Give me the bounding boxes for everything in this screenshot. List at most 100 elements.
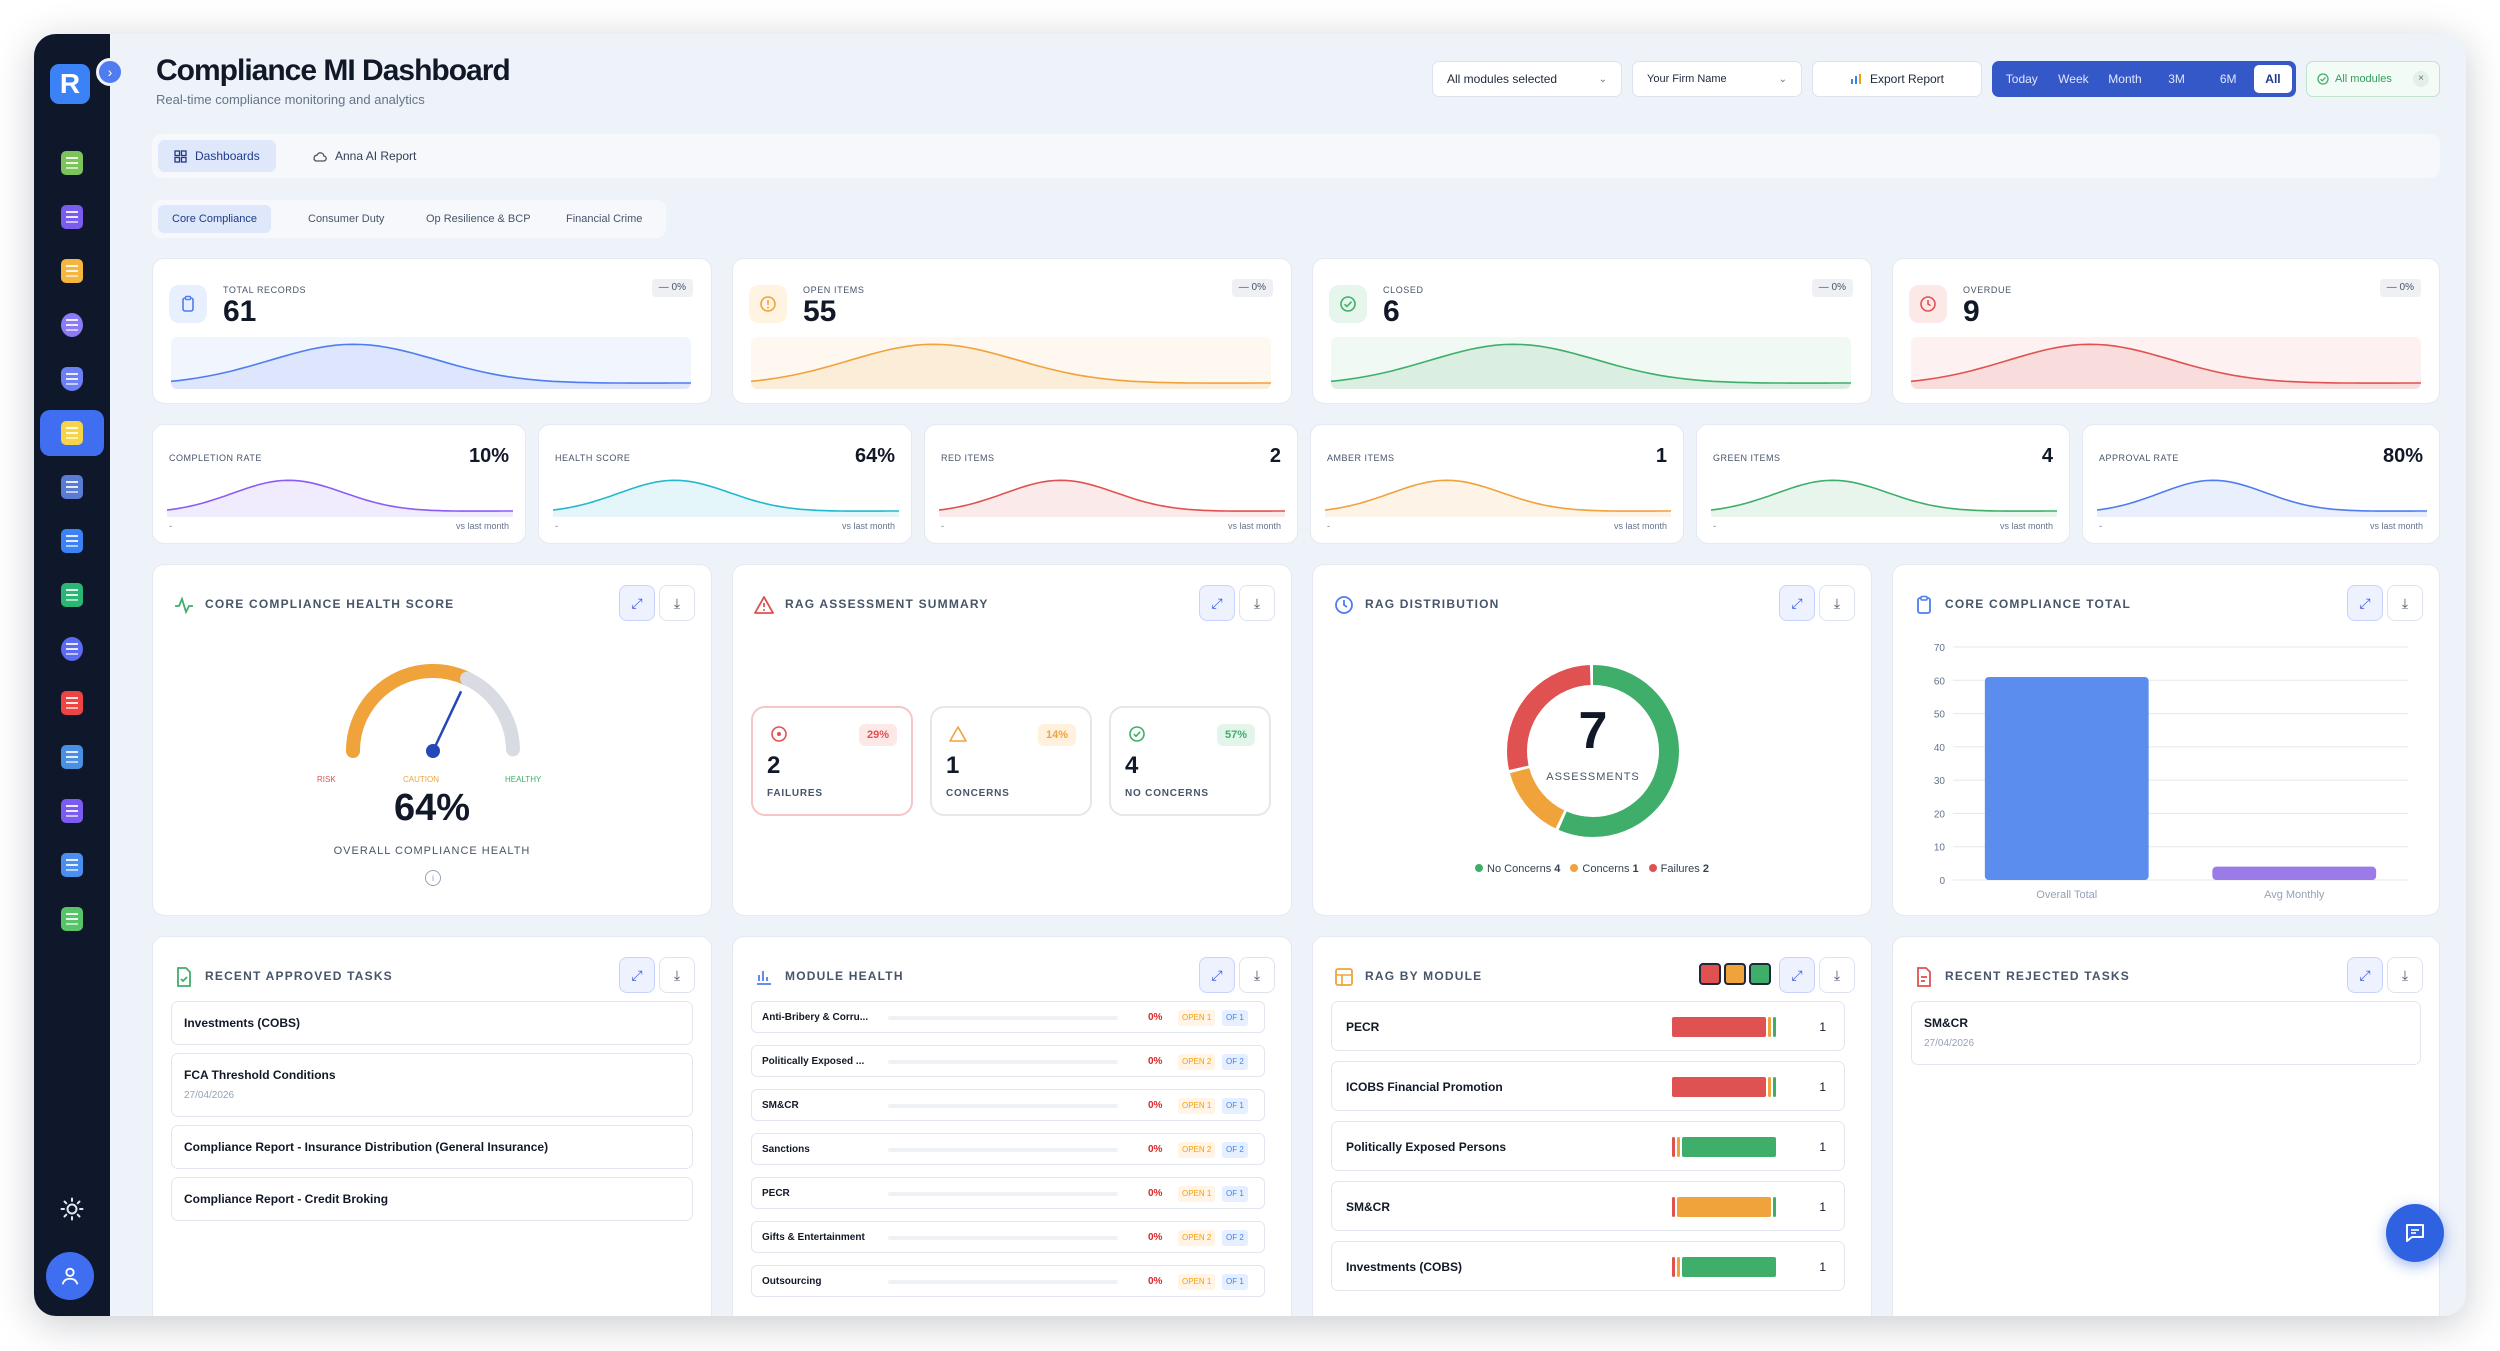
kpi-value: 6 — [1383, 295, 1400, 328]
download-button[interactable]: ⤓ — [1819, 585, 1855, 621]
filter-green-toggle[interactable] — [1749, 963, 1771, 985]
rag-label: NO CONCERNS — [1125, 788, 1209, 799]
module-health-row[interactable]: Sanctions 0% OPEN 2 OF 2 — [751, 1133, 1265, 1165]
kpi-card-total-records: TOTAL RECORDS 61 — 0% — [152, 258, 712, 404]
gauge-label-healthy: HEALTHY — [505, 775, 542, 784]
subtab-financial-crime[interactable]: Financial Crime — [566, 213, 643, 225]
expand-button[interactable]: ⤢ — [1779, 957, 1815, 993]
subtab-core-compliance[interactable]: Core Compliance — [158, 205, 271, 233]
approved-task-item[interactable]: FCA Threshold Conditions 27/04/2026 — [171, 1053, 693, 1117]
nav-list-icon[interactable] — [40, 788, 104, 834]
module-health-row[interactable]: Politically Exposed ... 0% OPEN 2 OF 2 — [751, 1045, 1265, 1077]
nav-lock-icon[interactable] — [40, 734, 104, 780]
bar[interactable] — [1984, 676, 2149, 880]
rag-filter-toggles — [1699, 963, 1771, 985]
nav-shield-icon[interactable] — [40, 356, 104, 402]
sparkline-area — [1331, 344, 1851, 389]
info-icon[interactable]: i — [425, 870, 441, 886]
period-all[interactable]: All — [2253, 65, 2292, 93]
rag-module-row[interactable]: Politically Exposed Persons 1 — [1331, 1121, 1845, 1171]
metric-comparison: vs last month — [841, 521, 895, 531]
health-caption: OVERALL COMPLIANCE HEALTH — [333, 845, 531, 857]
period-today[interactable]: Today — [2005, 72, 2038, 86]
period-month[interactable]: Month — [2108, 72, 2142, 86]
download-button[interactable]: ⤓ — [659, 585, 695, 621]
module-health-row[interactable]: SM&CR 0% OPEN 1 OF 1 — [751, 1089, 1265, 1121]
nav-card-icon[interactable] — [40, 896, 104, 942]
rag-module-row[interactable]: ICOBS Financial Promotion 1 — [1331, 1061, 1845, 1111]
rag-module-row[interactable]: Investments (COBS) 1 — [1331, 1241, 1845, 1291]
module-pct: 0% — [1148, 1056, 1163, 1067]
nav-search-icon[interactable] — [40, 680, 104, 726]
download-button[interactable]: ⤓ — [1819, 957, 1855, 993]
sparkline-line — [167, 479, 513, 512]
expand-button[interactable]: ⤢ — [619, 585, 655, 621]
sparkline-area — [751, 344, 1271, 389]
subtab-op-resilience[interactable]: Op Resilience & BCP — [426, 213, 531, 225]
chat-button[interactable] — [2386, 1204, 2444, 1262]
download-button[interactable]: ⤓ — [2387, 957, 2423, 993]
total-badge: OF 1 — [1222, 1098, 1248, 1114]
nav-report-icon[interactable] — [40, 842, 104, 888]
nav-monitor-icon[interactable] — [40, 518, 104, 564]
filter-amber-toggle[interactable] — [1724, 963, 1746, 985]
tab-dashboards[interactable]: Dashboards — [158, 140, 276, 172]
period-week[interactable]: Week — [2058, 72, 2089, 86]
clipboard-icon — [1917, 595, 1931, 614]
rejected-task-item[interactable]: SM&CR 27/04/2026 — [1911, 1001, 2421, 1065]
download-button[interactable]: ⤓ — [2387, 585, 2423, 621]
sparkline-area — [171, 344, 691, 389]
nav-building-icon[interactable] — [40, 248, 104, 294]
panel-title: RAG BY MODULE — [1365, 969, 1483, 983]
download-button[interactable]: ⤓ — [1239, 585, 1275, 621]
rag-box-failures[interactable]: 29% 2 FAILURES — [751, 706, 913, 816]
nav-users-icon[interactable] — [40, 302, 104, 348]
open-badge: OPEN 1 — [1178, 1274, 1216, 1290]
expand-button[interactable]: ⤢ — [2347, 957, 2383, 993]
close-icon[interactable]: × — [2413, 71, 2429, 87]
theme-toggle[interactable] — [40, 1186, 104, 1232]
metric-card-amber-items: AMBER ITEMS 1 - vs last month — [1310, 424, 1684, 544]
expand-button[interactable]: ⤢ — [2347, 585, 2383, 621]
expand-button[interactable]: ⤢ — [1779, 585, 1815, 621]
nav-dashboard-icon[interactable] — [40, 410, 104, 456]
export-report-button[interactable]: Export Report — [1812, 61, 1982, 97]
nav-news-icon[interactable] — [40, 464, 104, 510]
user-avatar[interactable] — [46, 1252, 94, 1300]
firm-select[interactable]: Your Firm Name ⌄ — [1632, 61, 1802, 97]
firm-select-label: Your Firm Name — [1647, 73, 1727, 85]
approved-task-item[interactable]: Compliance Report - Insurance Distributi… — [171, 1125, 693, 1169]
sparkline-line — [1331, 343, 1851, 384]
module-health-row[interactable]: Gifts & Entertainment 0% OPEN 2 OF 2 — [751, 1221, 1265, 1253]
filter-red-toggle[interactable] — [1699, 963, 1721, 985]
approved-task-item[interactable]: Compliance Report - Credit Broking — [171, 1177, 693, 1221]
collapse-sidebar-button[interactable]: › — [96, 58, 124, 86]
nav-target-icon[interactable] — [40, 626, 104, 672]
nav-checklist-icon[interactable] — [40, 140, 104, 186]
rag-box-no-concerns[interactable]: 57% 4 NO CONCERNS — [1109, 706, 1271, 816]
download-button[interactable]: ⤓ — [659, 957, 695, 993]
rag-module-row[interactable]: PECR 1 — [1331, 1001, 1845, 1051]
logo[interactable]: R — [50, 64, 90, 104]
expand-button[interactable]: ⤢ — [1199, 585, 1235, 621]
download-button[interactable]: ⤓ — [1239, 957, 1275, 993]
modules-select[interactable]: All modules selected ⌄ — [1432, 61, 1622, 97]
expand-icon: ⤢ — [1791, 966, 1803, 983]
approved-task-item[interactable]: Investments (COBS) — [171, 1001, 693, 1045]
rag-box-concerns[interactable]: 14% 1 CONCERNS — [930, 706, 1092, 816]
filter-chip[interactable]: All modules × — [2306, 61, 2440, 97]
period-6m[interactable]: 6M — [2219, 72, 2237, 86]
period-3m[interactable]: 3M — [2168, 72, 2185, 86]
tab-anna-ai-report[interactable]: Anna AI Report — [296, 140, 432, 172]
module-health-row[interactable]: PECR 0% OPEN 1 OF 1 — [751, 1177, 1265, 1209]
expand-button[interactable]: ⤢ — [1199, 957, 1235, 993]
bar[interactable] — [2212, 866, 2377, 880]
nav-security-icon[interactable] — [40, 572, 104, 618]
module-health-row[interactable]: Anti-Bribery & Corru... 0% OPEN 1 OF 1 — [751, 1001, 1265, 1033]
kpi-label: OPEN ITEMS — [803, 285, 865, 295]
subtab-consumer-duty[interactable]: Consumer Duty — [308, 213, 385, 225]
nav-document-icon[interactable] — [40, 194, 104, 240]
rag-module-row[interactable]: SM&CR 1 — [1331, 1181, 1845, 1231]
expand-button[interactable]: ⤢ — [619, 957, 655, 993]
module-health-row[interactable]: Outsourcing 0% OPEN 1 OF 1 — [751, 1265, 1265, 1297]
